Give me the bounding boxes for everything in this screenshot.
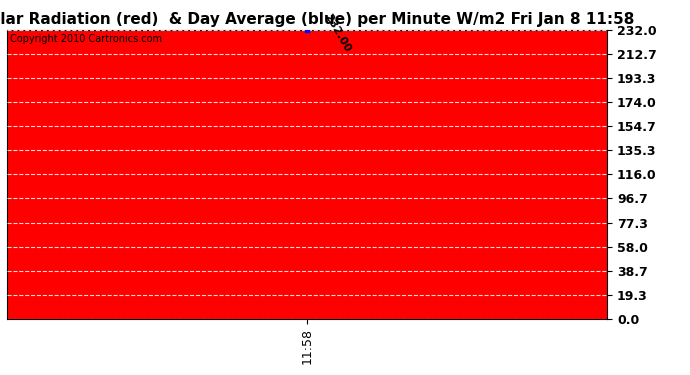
Text: 232.00: 232.00 xyxy=(322,12,352,54)
Title: Solar Radiation (red)  & Day Average (blue) per Minute W/m2 Fri Jan 8 11:58: Solar Radiation (red) & Day Average (blu… xyxy=(0,12,635,27)
Text: Copyright 2010 Cartronics.com: Copyright 2010 Cartronics.com xyxy=(10,34,162,44)
